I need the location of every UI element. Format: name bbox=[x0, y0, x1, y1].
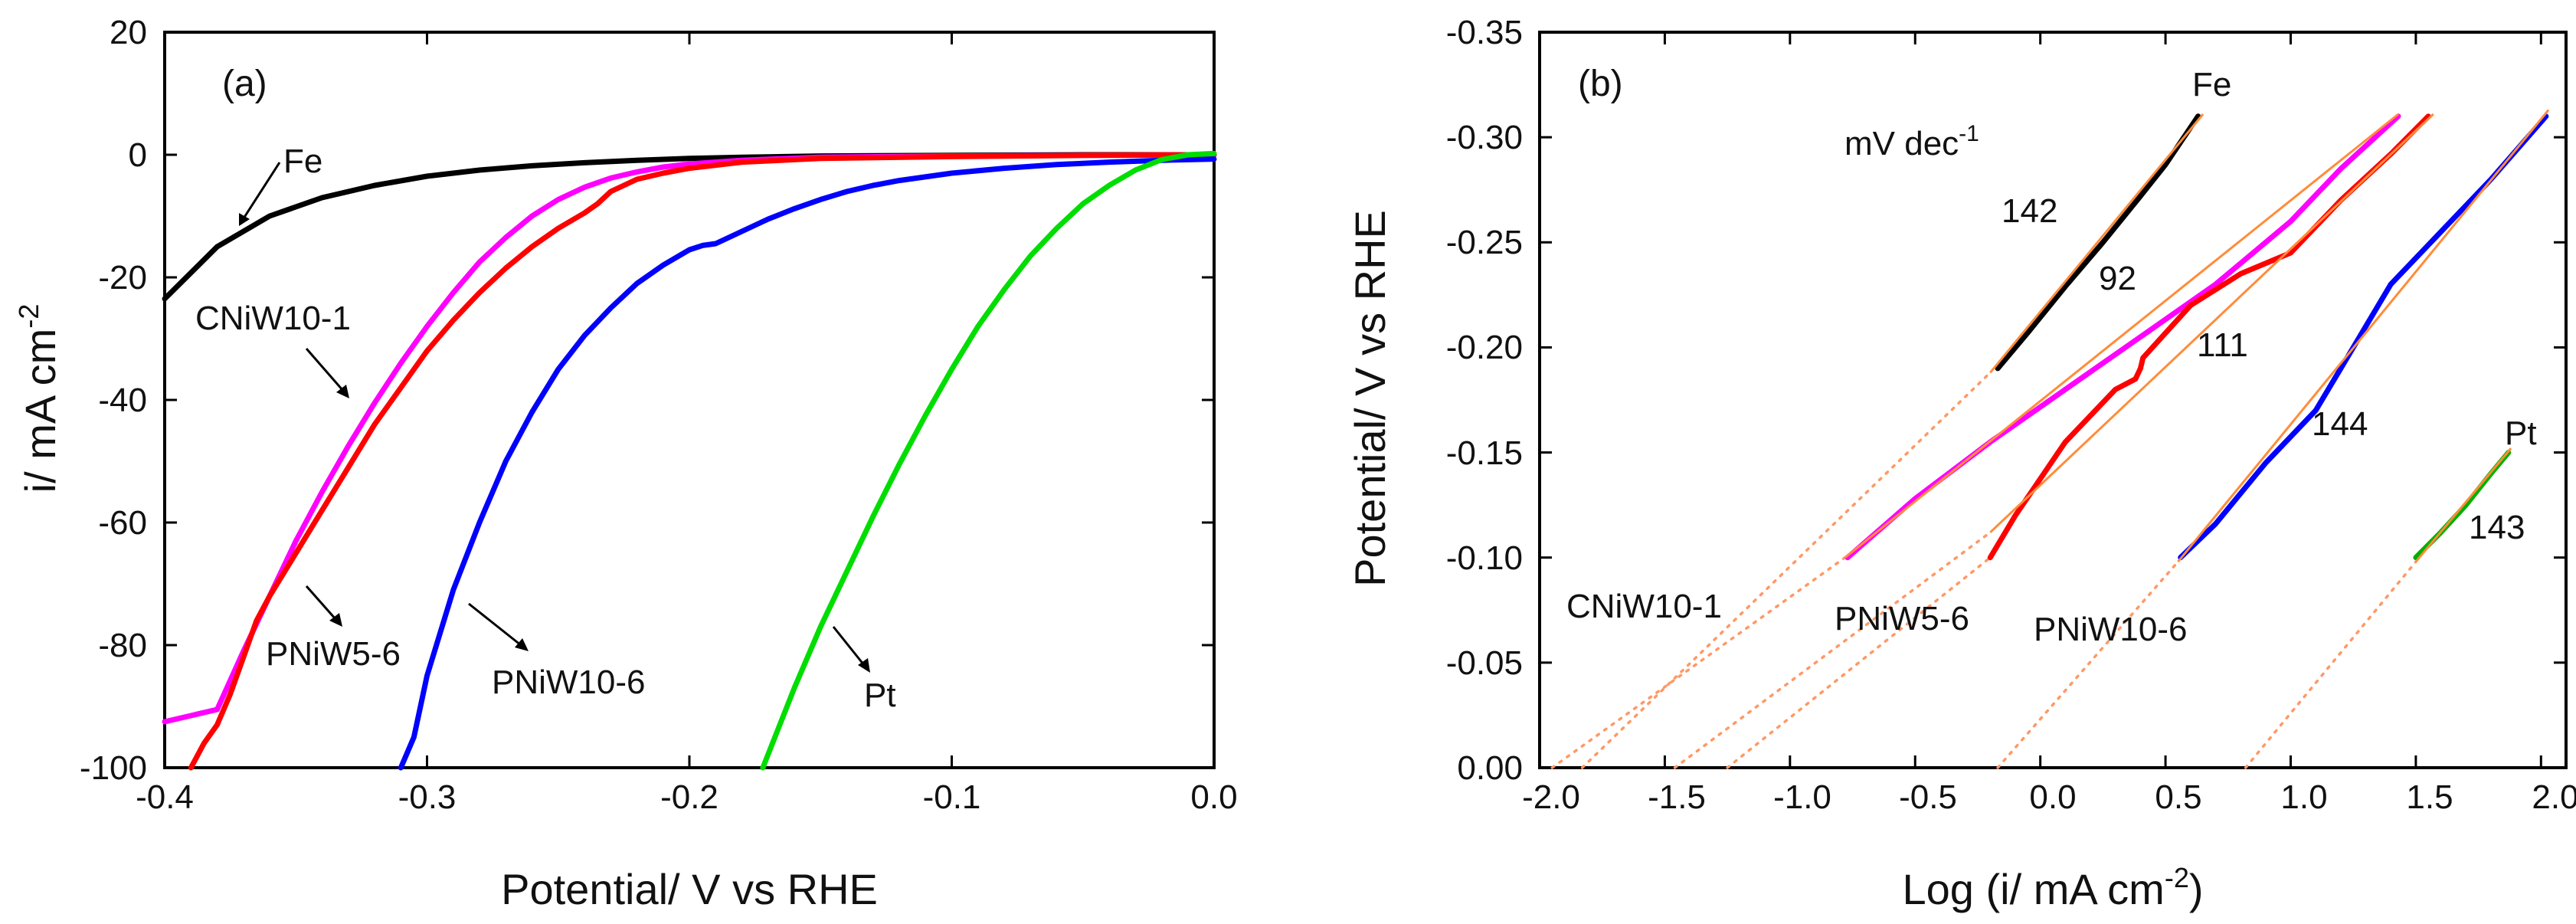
b-annotation-pniw10-6: PNiW10-6 bbox=[2034, 611, 2188, 648]
a-ytick-label: -20 bbox=[98, 259, 147, 297]
a-series-pniw5-6 bbox=[188, 152, 1217, 771]
plot-b-series bbox=[1550, 109, 2550, 769]
b-fit-line bbox=[2414, 447, 2512, 563]
plot-b-frame bbox=[1538, 31, 2568, 769]
b-slope-label-fe: 142 bbox=[2002, 192, 2057, 230]
b-slope-label-pt: 143 bbox=[2469, 509, 2525, 546]
b-ytick-label: -0.20 bbox=[1446, 329, 1523, 366]
plot-b-ticks bbox=[1538, 31, 2566, 769]
b-ytick-label: -0.10 bbox=[1446, 539, 1523, 577]
a-arrow-fe bbox=[242, 162, 281, 219]
a-ytick-label: 0 bbox=[129, 136, 147, 174]
b-fit-line bbox=[1989, 113, 2434, 533]
panel-a: -0.4 -0.3 -0.2 -0.1 0.0 20 0 -20 -40 -60… bbox=[13, 14, 1238, 913]
a-arrowhead-pt bbox=[858, 658, 870, 673]
a-series-pniw10-6 bbox=[398, 156, 1217, 771]
b-xtick-label: -1.0 bbox=[1773, 778, 1831, 816]
a-ytick-label: 20 bbox=[110, 14, 147, 51]
b-annotation-pt: Pt bbox=[2505, 414, 2537, 452]
a-ytick-label: -80 bbox=[98, 627, 147, 664]
b-extrapolation-line bbox=[1996, 560, 2180, 769]
a-y-axis-label-main: i/ mA cm bbox=[16, 329, 64, 493]
b-annotation-cniw10-1: CNiW10-1 bbox=[1566, 588, 1722, 625]
b-ytick-label: -0.15 bbox=[1446, 434, 1523, 472]
b-extrapolation-line bbox=[1580, 371, 1992, 769]
b-unit-label: mV dec-1 bbox=[1844, 121, 1979, 162]
b-xtick-label: 0.0 bbox=[2029, 778, 2076, 816]
b-xtick-label: -1.5 bbox=[1648, 778, 1706, 816]
b-series-fe bbox=[1995, 113, 2201, 372]
a-arrow-pniw5-6 bbox=[305, 585, 337, 620]
b-extrapolation-line bbox=[1726, 555, 1992, 769]
b-ytick-label: -0.05 bbox=[1446, 644, 1523, 682]
a-panel-label: (a) bbox=[222, 64, 267, 104]
b-annotation-pniw5-6: PNiW5-6 bbox=[1835, 600, 1969, 637]
b-extrapolation-line bbox=[1673, 531, 1992, 769]
a-arrowhead-cniw10-1 bbox=[336, 385, 349, 398]
a-x-axis-label: Potential/ V vs RHE bbox=[501, 865, 878, 913]
b-y-axis-label: Potential/ V vs RHE bbox=[1346, 210, 1394, 587]
b-series-pniw10-6 bbox=[2178, 113, 2549, 561]
b-fit-line bbox=[1989, 113, 2204, 374]
a-arrowhead-pniw5-6 bbox=[329, 613, 342, 627]
a-annotation-pniw10-6: PNiW10-6 bbox=[492, 664, 646, 701]
a-xtick-label: -0.2 bbox=[660, 778, 718, 816]
plot-a-ticks bbox=[163, 31, 1216, 769]
a-ytick-label: -40 bbox=[98, 382, 147, 419]
b-xtick-label: -0.5 bbox=[1899, 778, 1957, 816]
a-xtick-label: -0.1 bbox=[923, 778, 981, 816]
a-xtick-label: 0.0 bbox=[1190, 778, 1237, 816]
b-ytick-label: -0.35 bbox=[1446, 14, 1523, 51]
b-fit-line bbox=[1844, 113, 2399, 559]
panel-b: -2.0 -1.5 -1.0 -0.5 0.0 0.5 1.0 1.5 2.0 … bbox=[1346, 14, 2576, 913]
a-arrow-cniw10-1 bbox=[305, 348, 345, 392]
a-arrow-pniw10-6 bbox=[468, 602, 522, 647]
a-series-pt bbox=[760, 150, 1217, 771]
plot-a-series bbox=[162, 150, 1217, 771]
b-x-axis-label: Log (i/ mA cm-2) bbox=[1903, 862, 2204, 913]
b-x-axis-label-sup: -2 bbox=[2165, 862, 2189, 893]
b-xtick-label: 1.5 bbox=[2406, 778, 2453, 816]
a-y-axis-label-sup: -2 bbox=[13, 304, 44, 329]
b-extrapolation-line bbox=[2244, 560, 2417, 769]
b-ytick-label: -0.30 bbox=[1446, 119, 1523, 156]
a-arrowhead-fe bbox=[239, 213, 250, 226]
b-annotation-fe: Fe bbox=[2192, 66, 2231, 103]
b-slope-label-pniw10-6: 144 bbox=[2312, 405, 2368, 443]
a-annotation-pt: Pt bbox=[864, 677, 896, 714]
b-ytick-label: 0.00 bbox=[1457, 749, 1523, 787]
a-annotation-cniw10-1: CNiW10-1 bbox=[195, 300, 351, 337]
b-x-axis-label-main: Log (i/ mA cm bbox=[1903, 865, 2165, 913]
b-unit-label-main: mV dec bbox=[1844, 125, 1959, 162]
a-annotation-fe: Fe bbox=[283, 143, 322, 180]
b-x-axis-label-end: ) bbox=[2189, 865, 2204, 913]
a-arrow-pt bbox=[832, 626, 866, 666]
b-panel-label: (b) bbox=[1578, 64, 1623, 104]
b-xtick-label: 1.0 bbox=[2280, 778, 2327, 816]
a-y-axis-label: i/ mA cm-2 bbox=[13, 304, 64, 493]
b-xtick-label: 2.0 bbox=[2532, 778, 2576, 816]
b-series-cniw10-1 bbox=[1844, 113, 2401, 561]
b-xtick-label: 0.5 bbox=[2155, 778, 2201, 816]
a-annotation-pniw5-6: PNiW5-6 bbox=[266, 635, 401, 673]
a-xtick-label: -0.4 bbox=[136, 778, 194, 816]
a-ytick-label: -60 bbox=[98, 504, 147, 542]
b-unit-label-sup: -1 bbox=[1959, 121, 1979, 146]
b-slope-label-pniw5-6: 111 bbox=[2197, 326, 2248, 364]
a-ytick-label: -100 bbox=[80, 749, 147, 787]
b-fit-line bbox=[2177, 109, 2550, 563]
b-ytick-label: -0.25 bbox=[1446, 224, 1523, 261]
b-slope-label-cniw10-1: 92 bbox=[2099, 260, 2136, 297]
a-xtick-label: -0.3 bbox=[398, 778, 457, 816]
a-arrowhead-pniw10-6 bbox=[515, 638, 529, 651]
b-xtick-label: -2.0 bbox=[1522, 778, 1580, 816]
